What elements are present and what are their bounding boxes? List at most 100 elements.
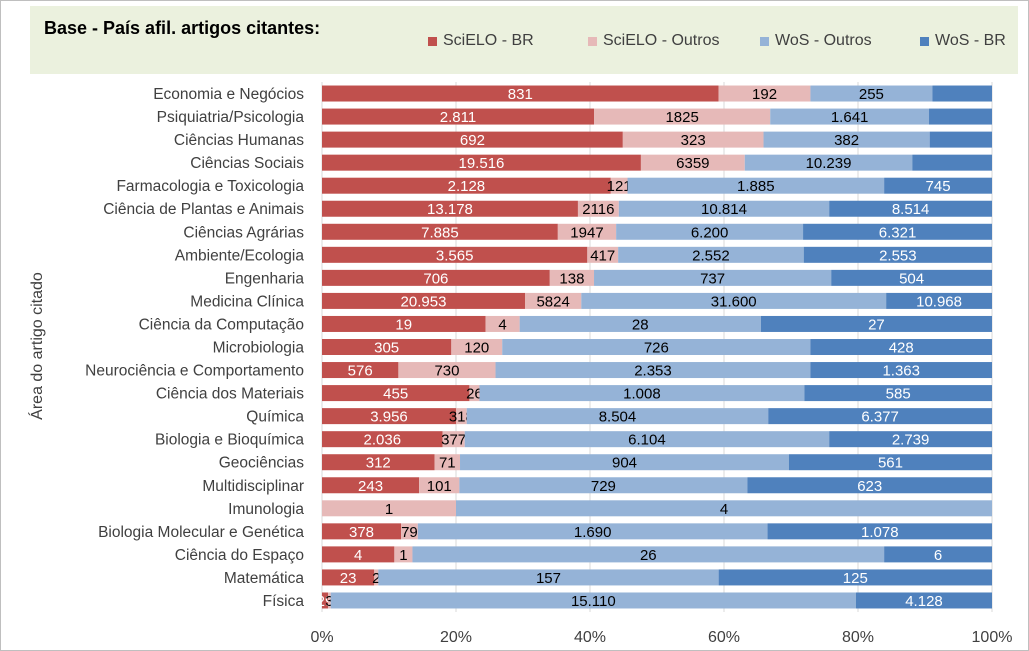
bar-segment-wos_outros (810, 85, 933, 102)
data-label: 726 (644, 340, 669, 357)
bar-segment-wos_outros (456, 500, 992, 517)
data-label: 6.377 (861, 409, 899, 426)
bar-segment-wos_br (912, 154, 992, 171)
data-label: 71 (439, 455, 456, 472)
bar-segment-wos_br (788, 454, 992, 471)
chart-header: Base - País afil. artigos citantes: SciE… (30, 6, 1018, 74)
data-label: 10.239 (806, 155, 852, 172)
bar-segment-scielo_br (322, 569, 375, 586)
bar-segment-scielo_br (322, 546, 395, 563)
data-label: 576 (348, 363, 373, 380)
bar-segment-scielo_outros (451, 339, 503, 355)
data-label: 504 (899, 270, 924, 287)
data-label: 2.553 (879, 247, 917, 264)
data-label: 15.110 (571, 593, 616, 610)
data-label: 382 (834, 132, 859, 149)
data-label: 157 (536, 570, 561, 587)
data-label: 4.128 (905, 593, 943, 610)
bar-segment-scielo_outros (398, 362, 496, 379)
legend-item-scielo-br: SciELO - BR (428, 32, 588, 50)
bar-segment-wos_br (767, 523, 992, 540)
data-label: 730 (434, 363, 459, 380)
bar-segment-wos_outros (763, 131, 930, 148)
data-label: 1825 (665, 109, 698, 126)
data-label: 1.641 (831, 109, 869, 126)
bar-segment-scielo_br (322, 454, 435, 471)
category-label: Ambiente/Ecologia (175, 247, 305, 264)
data-label: 737 (700, 270, 725, 287)
category-labels: Economia e Negócios Psiquiatria/Psicologi… (85, 86, 304, 610)
bar-segment-scielo_outros (322, 500, 456, 517)
bar-segment-scielo_br (322, 592, 329, 609)
bar-segment-wos_br (768, 408, 992, 425)
data-label: 8.514 (892, 201, 930, 218)
data-label: 79 (401, 524, 418, 541)
data-label: 378 (349, 524, 374, 541)
data-label: 1947 (570, 224, 603, 241)
data-label: 312 (366, 455, 391, 472)
data-label: 2.036 (364, 432, 402, 449)
x-tick-label: 0% (310, 629, 333, 646)
category-label: Ciências Agrárias (183, 224, 304, 241)
data-label: 3 (325, 593, 333, 610)
bar-segment-scielo_br (322, 200, 578, 217)
bar-segment-wos_br (803, 223, 992, 240)
bar-segment-wos_br (829, 200, 992, 217)
data-label: 4 (354, 547, 362, 564)
data-label: 1 (399, 547, 407, 564)
legend-swatch-scielo-outros (588, 36, 597, 46)
data-label: 417 (590, 247, 615, 264)
bar-segment-wos_br (831, 269, 992, 286)
bar-segment-scielo_outros (557, 223, 617, 240)
bar-segment-wos_outros (495, 362, 811, 379)
bar-segment-wos_br (829, 431, 992, 448)
data-label: 192 (752, 86, 777, 103)
bar-segment-wos_br (884, 546, 992, 563)
bar-segment-wos_outros (502, 339, 811, 355)
data-label: 4 (498, 316, 506, 333)
bar-segment-wos_br (718, 569, 992, 586)
data-label: 5824 (536, 293, 569, 310)
bar-segment-scielo_br (322, 154, 641, 171)
chart-legend: SciELO - BR SciELO - Outros WoS - Outros… (428, 32, 1006, 50)
data-label: 13.178 (427, 201, 473, 218)
data-label: 255 (859, 86, 884, 103)
data-label: 243 (358, 478, 383, 495)
x-tick-labels: 0% 20% 40% 60% 80% 100% (310, 629, 1012, 646)
category-label: Física (263, 593, 305, 610)
data-label: 6 (934, 547, 942, 564)
bar-segment-wos_br (886, 292, 992, 309)
x-tick-label: 60% (708, 629, 740, 646)
data-label: 428 (889, 340, 914, 357)
data-label: 1.078 (861, 524, 899, 541)
data-label: 10.968 (916, 293, 962, 310)
data-label: 2.811 (440, 109, 476, 126)
category-label: Ciência do Espaço (175, 547, 304, 564)
data-label: 23 (340, 570, 357, 587)
data-label: 8.504 (599, 409, 637, 426)
category-label: Engenharia (225, 270, 305, 287)
bar-segment-wos_outros (618, 246, 804, 263)
bar-segment-scielo_outros (577, 200, 619, 217)
data-label: 904 (612, 455, 637, 472)
legend-swatch-wos-br (920, 36, 929, 46)
bar-segment-wos_outros (594, 269, 832, 286)
bar-segment-scielo_outros (549, 269, 595, 286)
bar-segment-scielo_br (322, 246, 588, 263)
data-label: 745 (926, 178, 951, 195)
bar-segment-scielo_br (322, 477, 420, 494)
bar-segment-scielo_br (322, 131, 623, 148)
bar-segment-wos_outros (464, 431, 830, 448)
bar-segment-wos_outros (616, 223, 804, 240)
chart-title: Base - País afil. artigos citantes: (44, 18, 321, 38)
data-label: 1.885 (737, 178, 775, 195)
data-label: 377 (441, 432, 466, 449)
bar-segment-wos_outros (519, 315, 761, 332)
bar-segment-scielo_br (322, 269, 550, 286)
data-label: 2.128 (448, 178, 486, 195)
data-label: 2.552 (692, 247, 730, 264)
bar-segment-wos_outros (378, 569, 719, 586)
bar-segment-wos_br (884, 177, 992, 194)
data-label: 28 (632, 316, 649, 333)
category-label: Química (246, 409, 304, 426)
